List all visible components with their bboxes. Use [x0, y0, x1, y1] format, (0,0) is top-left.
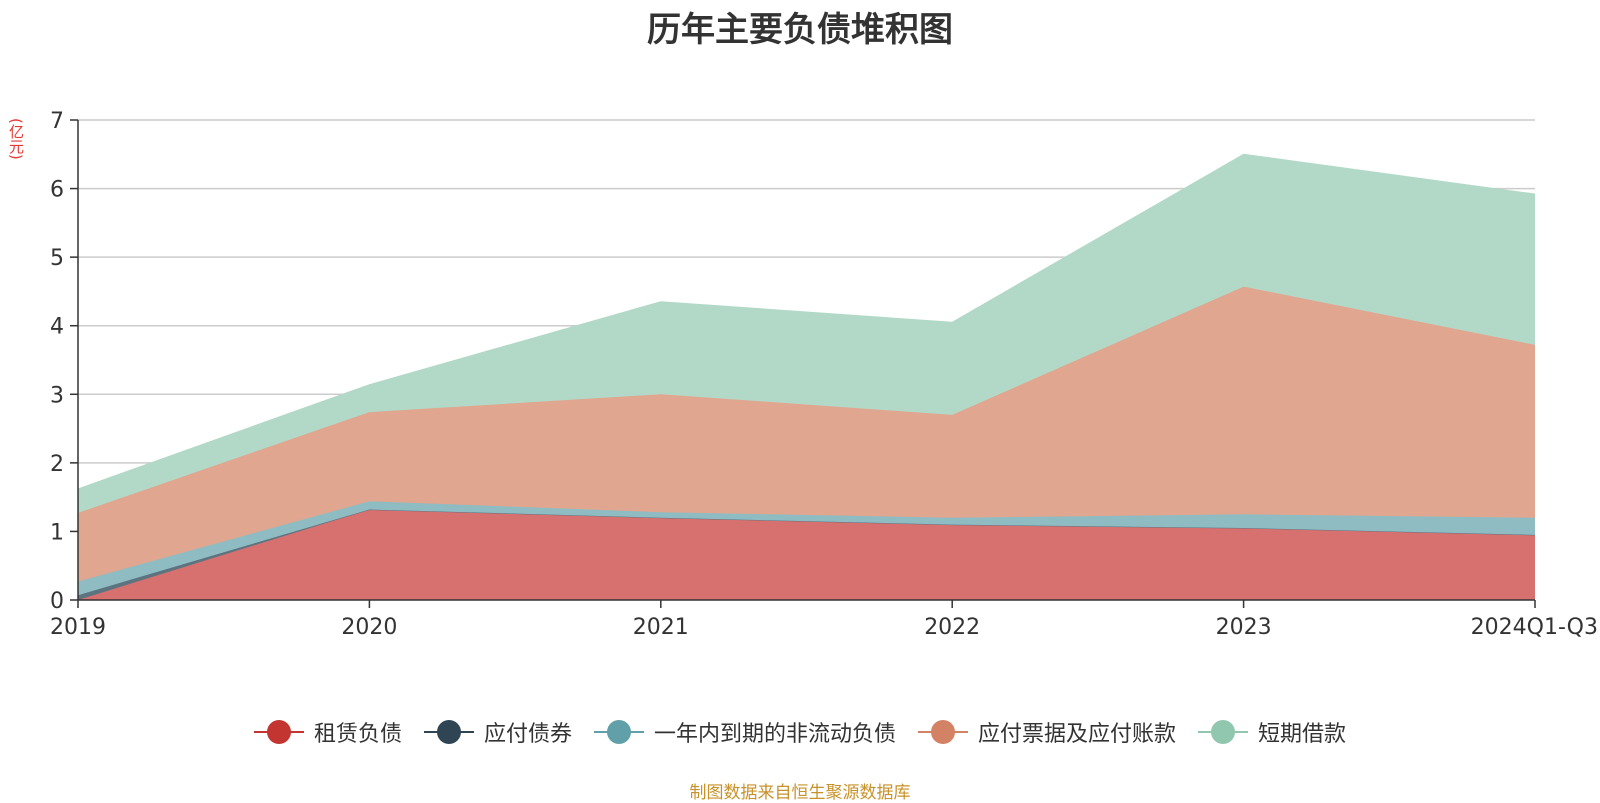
legend-item[interactable]: 一年内到期的非流动负债	[593, 716, 896, 748]
area-series-3	[78, 501, 1535, 596]
y-tick-label: 5	[50, 246, 64, 271]
area-series-5	[78, 154, 1535, 513]
y-tick-label: 0	[50, 589, 64, 614]
x-tick-label: 2024Q1-Q3	[1471, 615, 1598, 640]
legend-marker-icon	[423, 719, 474, 745]
series-line-5	[77, 153, 1536, 490]
area-series-4	[78, 286, 1535, 582]
legend-label: 租赁负债	[313, 722, 402, 747]
y-tick-label: 2	[50, 452, 64, 477]
legend-label: 应付债券	[483, 722, 572, 747]
legend-marker-icon	[253, 719, 304, 745]
stacked-area-chart: 0 1 2 3 4 5 6 7 2019 2020 2021 2022 2023 2024Q1-Q3	[50, 109, 1598, 640]
legend-item[interactable]: 应付票据及应付账款	[918, 716, 1176, 748]
legend-marker-icon	[1198, 719, 1249, 745]
y-tick-label: 7	[50, 109, 64, 134]
y-tick-label: 3	[50, 383, 64, 408]
y-tick-label: 1	[50, 520, 64, 545]
y-tick-label: 6	[50, 178, 64, 203]
legend-item[interactable]: 短期借款	[1198, 716, 1346, 748]
x-tick-label: 2019	[50, 615, 106, 640]
x-tick-label: 2021	[633, 615, 689, 640]
legend-label: 应付票据及应付账款	[978, 722, 1177, 747]
legend-label: 一年内到期的非流动负债	[653, 722, 896, 747]
x-tick-label: 2023	[1216, 615, 1272, 640]
legend-item[interactable]: 应付债券	[423, 716, 572, 748]
legend-label: 短期借款	[1258, 722, 1347, 747]
chart-title: 历年主要负债堆积图	[647, 10, 953, 50]
y-axis-unit-label: (亿元)	[7, 118, 25, 160]
y-tick-label: 4	[50, 315, 64, 340]
legend-item[interactable]: 租赁负债	[253, 716, 402, 748]
x-tick-label: 2022	[924, 615, 980, 640]
legend: 租赁负债 应付债券 一年内到期的非流动负债 应付票据及应付账款 短期借款	[0, 716, 1600, 748]
source-note: 制图数据来自恒生聚源数据库	[689, 783, 911, 803]
legend-marker-icon	[918, 719, 968, 745]
legend-marker-icon	[593, 719, 644, 745]
area-series-1	[78, 509, 1535, 600]
x-tick-label: 2020	[341, 615, 397, 640]
